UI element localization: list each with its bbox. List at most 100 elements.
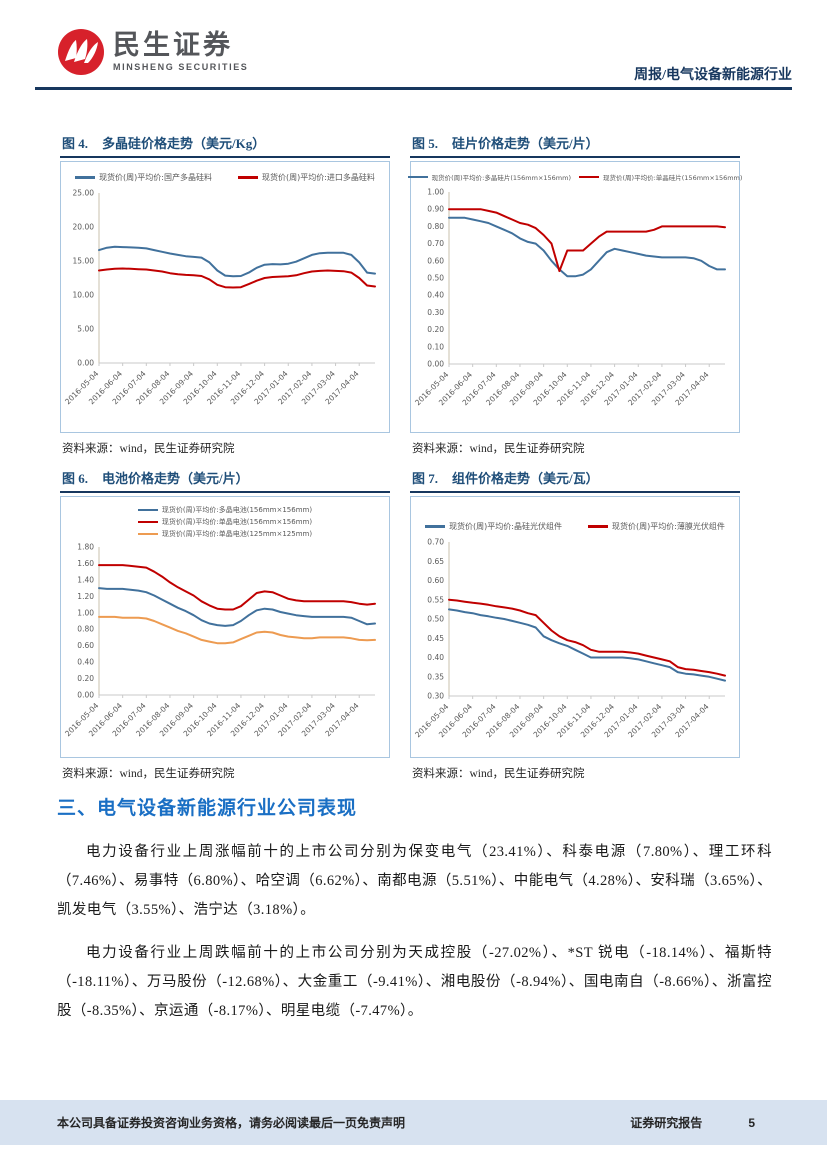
data-series-line — [448, 208, 726, 273]
legend-label: 现货价(周)平均价:单晶电池(125mm×125mm) — [161, 530, 313, 538]
chart-canvas: 0.300.350.400.450.500.550.600.650.702016… — [413, 538, 726, 739]
svg-text:0.40: 0.40 — [427, 653, 444, 662]
chart-box: 现货价(周)平均价:国产多晶硅料 现货价(周)平均价:进口多晶硅料 0.00 5.0… — [60, 161, 390, 433]
legend-item: 现货价(周)平均价:薄膜光伏组件 — [588, 521, 725, 532]
chart-canvas: 0.00 0.10 0.20 0.30 0.40 0.50 0.60 0.70 0.80 0.90… — [413, 188, 726, 407]
paragraph-gainers: 电力设备行业上周涨幅前十的上市公司分别为保变电气（23.41%）、科泰电源（7.… — [57, 844, 772, 918]
footer-disclaimer: 本公司具备证券投资咨询业务资格，请务必阅读最后一页免责声明 — [57, 1116, 406, 1130]
chart-legend: 现货价(周)平均价:多晶电池(156mm×156mm) 现货价(周)平均价:单晶电… — [137, 497, 313, 539]
source-note: 资料来源：wind，民生证券研究院 — [62, 443, 235, 455]
legend-swatch — [407, 175, 428, 179]
svg-text:0.20: 0.20 — [77, 674, 94, 683]
legend-swatch — [238, 176, 258, 179]
svg-text:1.60: 1.60 — [77, 559, 94, 568]
legend-swatch — [137, 532, 158, 536]
source-note: 资料来源：wind，民生证券研究院 — [412, 768, 585, 780]
figure-label: 图 6. — [62, 471, 89, 486]
legend-item: 现货价(周)平均价:多晶电池(156mm×156mm) — [137, 505, 313, 515]
header-divider — [35, 87, 792, 90]
legend-label: 现货价(周)平均价:薄膜光伏组件 — [612, 522, 725, 531]
svg-text:5.00: 5.00 — [77, 325, 94, 334]
minsheng-logo-icon — [58, 29, 104, 75]
data-series-line — [448, 598, 726, 677]
svg-text:0.50: 0.50 — [427, 274, 444, 283]
legend-label: 现货价(周)平均价:进口多晶硅料 — [262, 173, 375, 182]
legend-item: 现货价(周)平均价:晶硅光伏组件 — [425, 521, 562, 532]
page-header: 民生证券 MINSHENG SECURITIES 周报/电气设备新能源行业 — [35, 26, 792, 86]
data-series-line — [448, 216, 726, 278]
svg-text:0.00: 0.00 — [77, 359, 94, 368]
svg-text:0.65: 0.65 — [427, 557, 444, 566]
svg-text:0.50: 0.50 — [427, 615, 444, 624]
chart-legend: 现货价(周)平均价:晶硅光伏组件 现货价(周)平均价:薄膜光伏组件 — [411, 497, 739, 534]
data-series-line — [98, 615, 376, 645]
svg-text:1.00: 1.00 — [427, 188, 444, 197]
chart-box: 现货价(周)平均价:晶硅光伏组件 现货价(周)平均价:薄膜光伏组件 0.30 0.3… — [410, 496, 740, 758]
chart-plot: 0.00 0.20 0.40 0.60 0.80 1.00 1.20 1.40 1.60 1.80… — [61, 539, 389, 754]
legend-label: 现货价(周)平均价:多晶硅片(156mm×156mm) — [431, 174, 571, 182]
figure-5-title: 图 5. 硅片价格走势（美元/片） — [410, 133, 740, 158]
svg-text:0.10: 0.10 — [427, 342, 444, 351]
svg-text:0.55: 0.55 — [427, 595, 444, 604]
legend-swatch — [588, 525, 608, 528]
svg-text:0.80: 0.80 — [427, 222, 444, 231]
svg-text:0.40: 0.40 — [427, 291, 444, 300]
legend-item: 现货价(周)平均价:国产多晶硅料 — [75, 172, 212, 183]
svg-text:15.00: 15.00 — [73, 257, 95, 266]
figure-title-text: 组件价格走势（美元/瓦） — [452, 471, 599, 486]
chart-plot: 0.30 0.35 0.40 0.45 0.50 0.55 0.60 0.65 0.70 2016… — [411, 534, 739, 755]
legend-item: 现货价(周)平均价:单晶电池(125mm×125mm) — [137, 529, 313, 539]
source-note: 资料来源：wind，民生证券研究院 — [412, 443, 585, 455]
brand-name-en: MINSHENG SECURITIES — [113, 62, 249, 72]
chart-canvas: 0.005.0010.0015.0020.0025.002016-05-0420… — [63, 189, 376, 406]
legend-label: 现货价(周)平均价:国产多晶硅料 — [99, 173, 212, 182]
chart-box: 现货价(周)平均价:多晶硅片(156mm×156mm) 现货价(周)平均价:单晶硅… — [407, 161, 742, 433]
chart-legend: 现货价(周)平均价:多晶硅片(156mm×156mm) 现货价(周)平均价:单晶硅… — [407, 162, 742, 184]
svg-text:0.20: 0.20 — [427, 325, 444, 334]
data-series-line — [448, 608, 726, 682]
paragraph-losers: 电力设备行业上周跌幅前十的上市公司分别为天成控股（-27.02%）、*ST 锐电… — [57, 945, 772, 1019]
legend-item: 现货价(周)平均价:单晶硅片(156mm×156mm) — [579, 172, 742, 182]
footer-page-number: 5 — [748, 1115, 755, 1130]
svg-text:0.00: 0.00 — [77, 691, 94, 700]
figure-label: 图 7. — [412, 471, 439, 486]
figure-5-section: 图 5. 硅片价格走势（美元/片） 现货价(周)平均价:多晶硅片(156mm×1… — [407, 133, 742, 456]
svg-text:0.45: 0.45 — [427, 634, 444, 643]
footer-report-type: 证券研究报告 — [630, 1116, 703, 1130]
svg-text:1.00: 1.00 — [77, 608, 94, 617]
legend-swatch — [137, 520, 158, 524]
svg-text:0.60: 0.60 — [427, 256, 444, 265]
section-company-performance: 三、电气设备新能源行业公司表现 电力设备行业上周涨幅前十的上市公司分别为保变电气… — [57, 793, 772, 1040]
figure-4-title: 图 4. 多晶硅价格走势（美元/Kg） — [60, 133, 390, 158]
figure-6-section: 图 6. 电池价格走势（美元/片） 现货价(周)平均价:多晶电池(156mm×1… — [60, 468, 390, 781]
figure-4-section: 图 4. 多晶硅价格走势（美元/Kg） 现货价(周)平均价:国产多晶硅料 现货价(… — [60, 133, 390, 456]
svg-text:20.00: 20.00 — [73, 223, 95, 232]
svg-text:0.35: 0.35 — [427, 672, 444, 681]
legend-label: 现货价(周)平均价:单晶硅片(156mm×156mm) — [603, 174, 743, 182]
svg-text:1.20: 1.20 — [77, 592, 94, 601]
legend-label: 现货价(周)平均价:单晶电池(156mm×156mm) — [161, 518, 313, 526]
svg-text:0.30: 0.30 — [427, 308, 444, 317]
svg-text:0.00: 0.00 — [427, 360, 444, 369]
legend-item: 现货价(周)平均价:单晶电池(156mm×156mm) — [137, 517, 313, 527]
svg-text:0.90: 0.90 — [427, 205, 444, 214]
figure-title-text: 电池价格走势（美元/片） — [102, 471, 249, 486]
figure-title-text: 硅片价格走势（美元/片） — [452, 136, 599, 151]
svg-text:0.70: 0.70 — [427, 239, 444, 248]
legend-item: 现货价(周)平均价:多晶硅片(156mm×156mm) — [407, 172, 571, 182]
svg-text:10.00: 10.00 — [73, 291, 95, 300]
page-footer: 本公司具备证券投资咨询业务资格，请务必阅读最后一页免责声明 证券研究报告 5 — [0, 1100, 827, 1145]
data-series-line — [98, 245, 376, 278]
svg-text:0.70: 0.70 — [427, 538, 444, 547]
legend-label: 现货价(周)平均价:多晶电池(156mm×156mm) — [161, 506, 313, 514]
figure-7-section: 图 7. 组件价格走势（美元/瓦） 现货价(周)平均价:晶硅光伏组件 现货价(周)… — [410, 468, 740, 781]
chart-box: 现货价(周)平均价:多晶电池(156mm×156mm) 现货价(周)平均价:单晶电… — [60, 496, 390, 758]
brand-name-cn: 民生证券 — [113, 30, 233, 60]
data-series-line — [98, 267, 376, 289]
legend-swatch — [137, 508, 158, 512]
svg-text:1.40: 1.40 — [77, 575, 94, 584]
data-series-line — [98, 564, 376, 611]
svg-text:0.40: 0.40 — [77, 658, 94, 667]
legend-item: 现货价(周)平均价:进口多晶硅料 — [238, 172, 375, 183]
